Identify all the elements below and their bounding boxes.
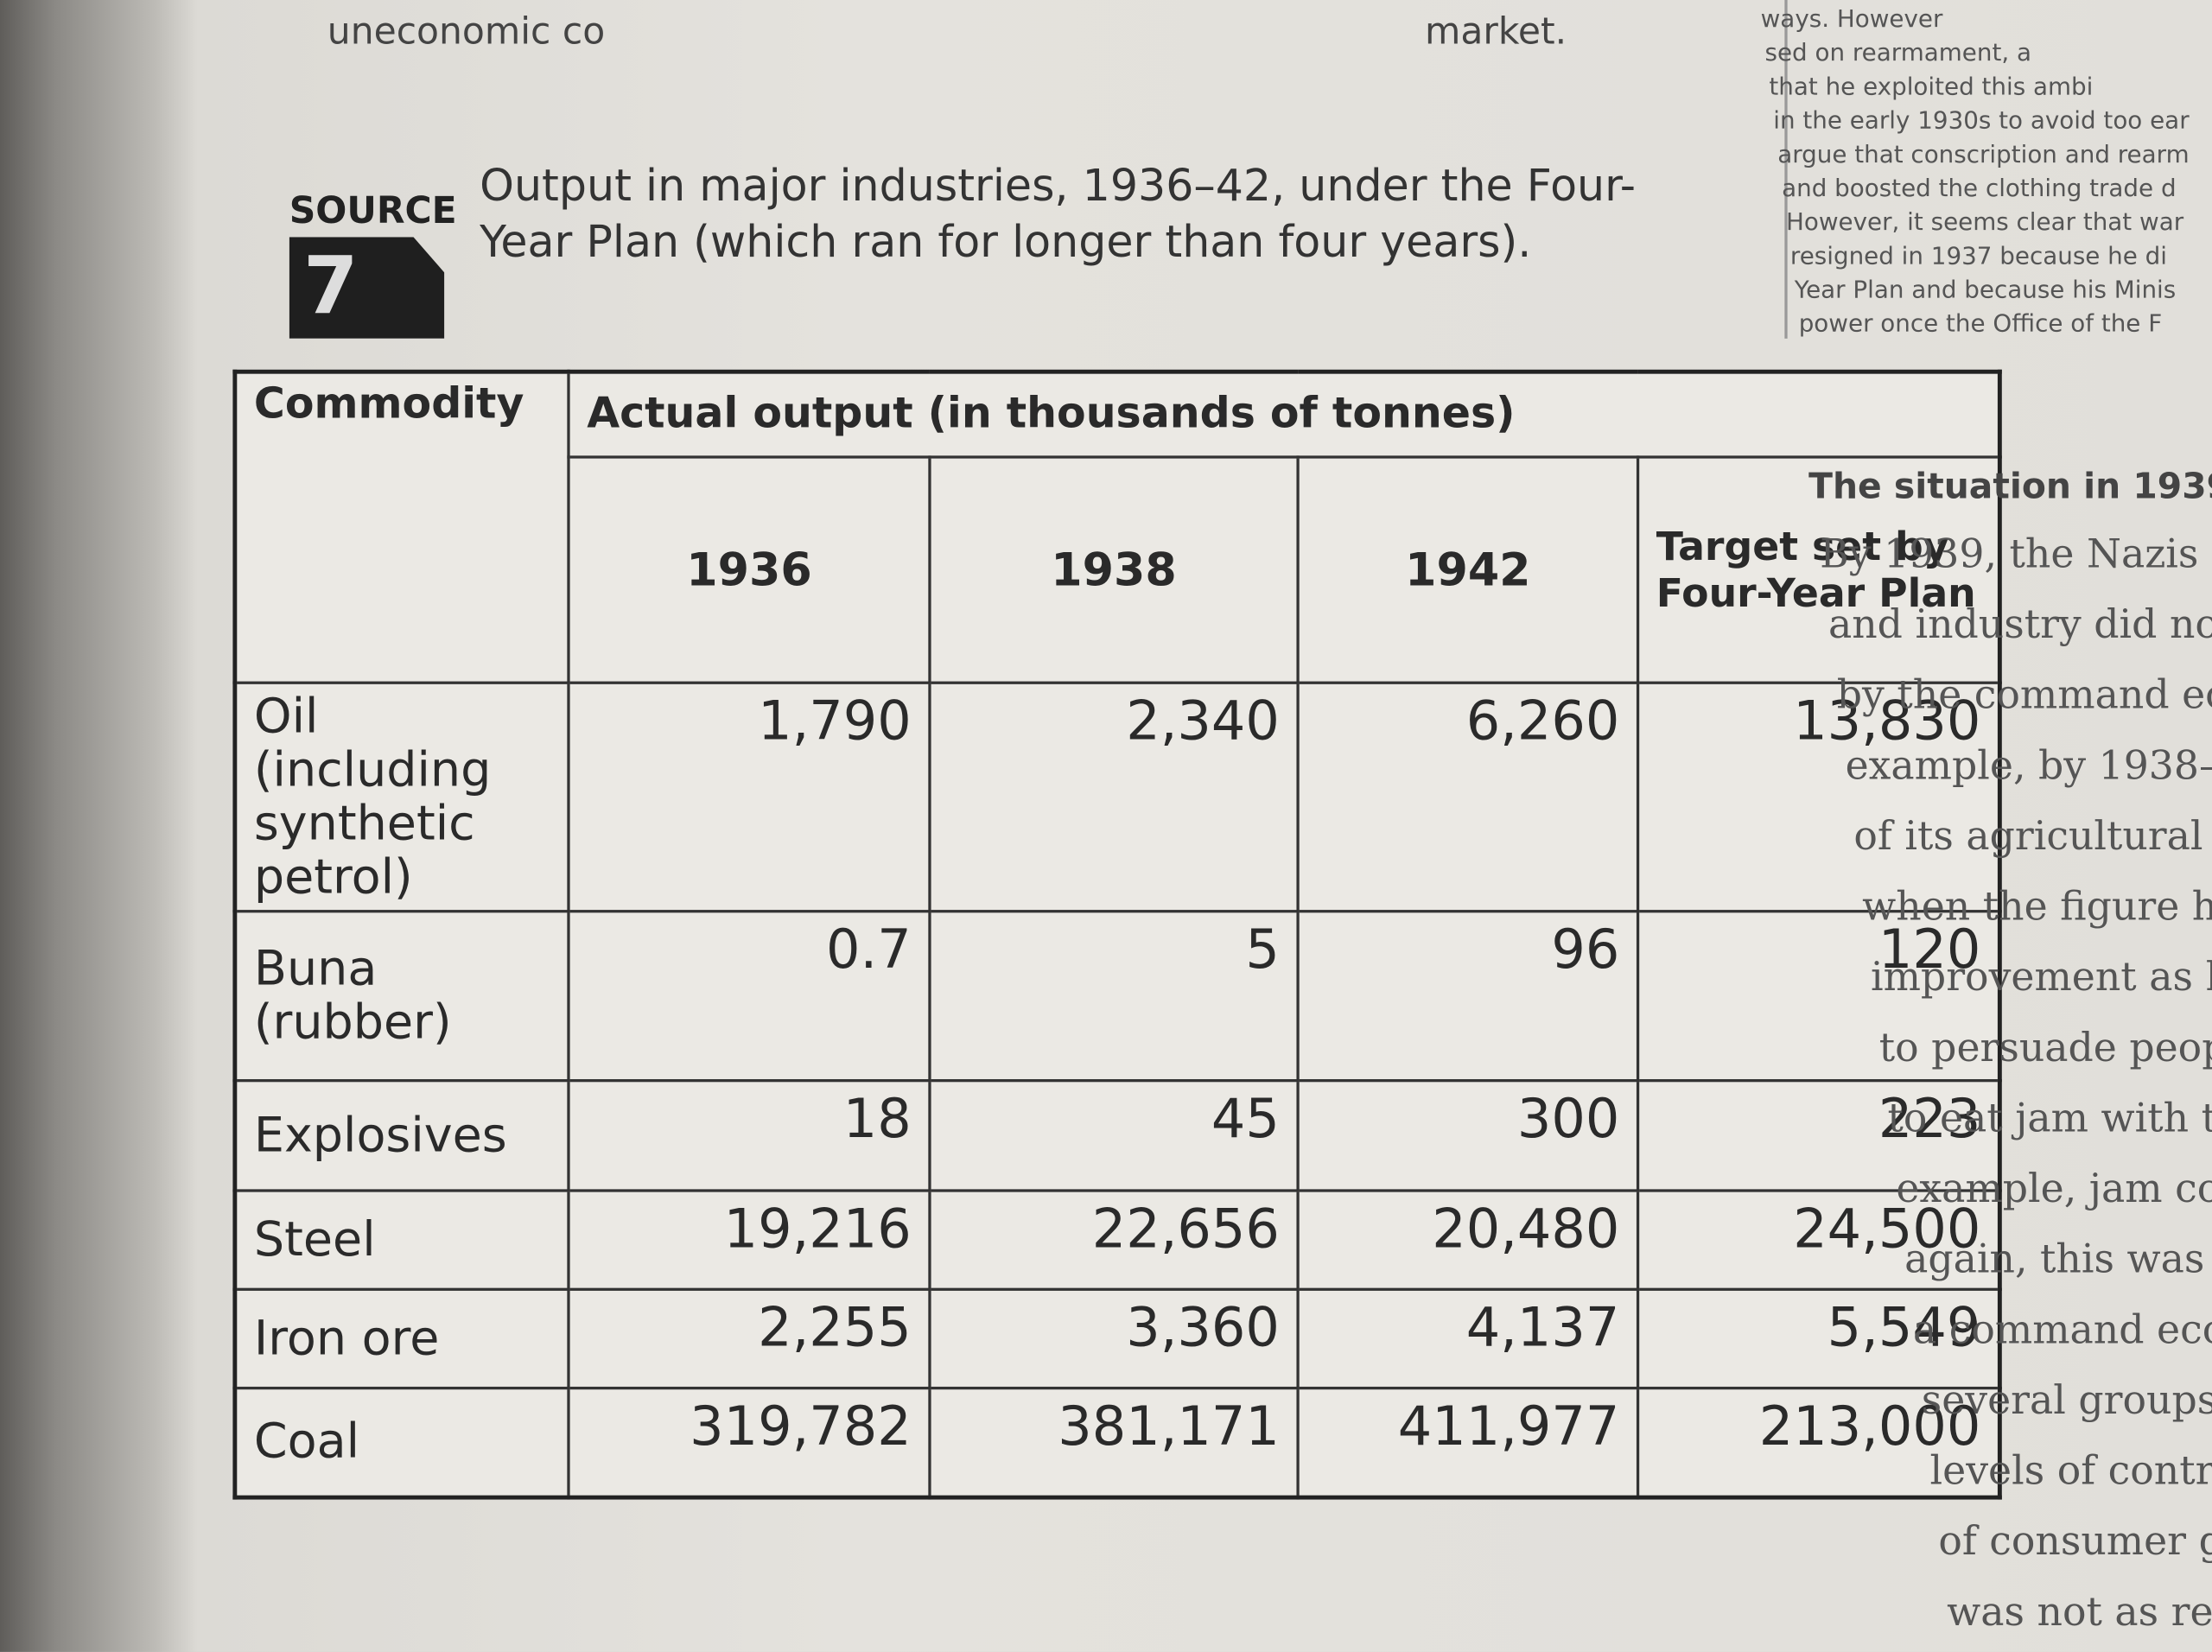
group-header: Actual output (in thousands of tonnes) (567, 370, 2001, 458)
value-cell: 2,255 (567, 1287, 931, 1389)
value-cell: 3,360 (928, 1287, 1300, 1389)
side-line: to persuade people t (1878, 1024, 2212, 1071)
side-column: By 1939, the Nazis had tig and industry d… (1820, 519, 2212, 1648)
value-cell: 13,830 (1636, 680, 2001, 912)
output-table: Commodity Actual output (in thousands of … (232, 369, 2002, 1500)
commodity-cell: Steel (233, 1188, 570, 1291)
header-row: Commodity Actual output (in thousands of … (233, 370, 2001, 684)
value-cell: 19,216 (567, 1188, 931, 1291)
value-cell: 20,480 (1296, 1188, 1640, 1291)
side-line: to eat jam with their (1887, 1094, 2212, 1141)
side-line: However, it seems clear that war (1785, 208, 2184, 238)
table-row: Explosives 18 45 300 223 (233, 1078, 2001, 1191)
value-cell: 300 (1296, 1078, 1640, 1191)
side-line: again, this was less (1904, 1236, 2212, 1283)
column-rule (1784, 0, 1788, 339)
header-cell: 1938 (928, 454, 1300, 684)
text-fragment: market. (1425, 11, 1567, 54)
side-line: resigned in 1937 because he di (1789, 242, 2168, 271)
side-line: By 1939, the Nazis had tig (1820, 530, 2212, 577)
side-line: and industry did not alwa (1827, 600, 2212, 648)
side-line: that he exploited this ambi (1769, 73, 2094, 102)
side-heading: The situation in 1939 (1808, 465, 2212, 507)
value-cell: 411,977 (1296, 1386, 1640, 1499)
value-cell: 213,000 (1636, 1386, 2001, 1499)
side-line: several groups th (1921, 1376, 2212, 1424)
side-line: example, jam cons (1896, 1165, 2212, 1212)
side-line: sed on rearmament, a (1764, 39, 2031, 68)
table-row: Iron ore 2,255 3,360 4,137 5,549 (233, 1287, 2001, 1389)
value-cell: 18 (567, 1078, 931, 1191)
value-cell: 1,790 (567, 680, 931, 912)
value-cell: 22,656 (928, 1188, 1300, 1291)
side-line: improvement as had (1870, 953, 2212, 1001)
source-number: 7 (289, 237, 445, 339)
side-line: by the command econor (1836, 671, 2212, 719)
table-row: Oil (including synthetic petrol) 1,790 2,3… (233, 680, 2001, 912)
table-row: Coal 319,782 381,171 411,977 213,000 (233, 1386, 2001, 1499)
value-cell: 4,137 (1296, 1287, 1640, 1389)
side-line: in the early 1930s to avoid too ear (1773, 107, 2190, 136)
value-cell: 319,782 (567, 1386, 931, 1499)
value-cell: 2,340 (928, 680, 1300, 912)
value-cell: 223 (1636, 1078, 2001, 1191)
commodity-cell: Iron ore (233, 1287, 570, 1389)
text-fragment: uneconomic co (327, 11, 606, 54)
value-cell: 96 (1296, 909, 1640, 1082)
side-line: was not as rea (1947, 1588, 2212, 1636)
header-cell: Commodity (233, 370, 570, 684)
side-column-top: ways. However sed on rearmament, a that he… (1761, 3, 2190, 341)
commodity-cell: Coal (233, 1386, 570, 1499)
side-line: argue that conscription and rearm (1777, 141, 2190, 169)
commodity-cell: Buna (rubber) (233, 909, 570, 1082)
value-cell: 381,171 (928, 1386, 1300, 1499)
year-row: 1936 1938 1942 Target set by Four-Year Plan (235, 454, 2001, 684)
value-cell: 5,549 (1636, 1287, 2001, 1389)
side-line: example, by 1938–39, G (1845, 741, 2212, 789)
side-line: when the figure had b (1862, 883, 2212, 930)
side-line: and boosted the clothing trade d (1782, 175, 2177, 204)
table-row: Steel 19,216 22,656 20,480 24,500 (233, 1188, 2001, 1291)
side-line: of consumer g (1938, 1517, 2212, 1565)
value-cell: 120 (1636, 909, 2001, 1082)
value-cell: 5 (928, 909, 1300, 1082)
side-line: Year Plan and because his Minis (1794, 276, 2177, 305)
source-caption: Output in major industries, 1936–42, und… (480, 161, 1636, 269)
commodity-cell: Explosives (233, 1078, 570, 1191)
header-cell: 1942 (1296, 454, 1640, 684)
header-cell: 1936 (567, 454, 931, 684)
value-cell: 6,260 (1296, 680, 1640, 912)
side-line: a command econ (1912, 1306, 2212, 1353)
source-label: SOURCE (289, 190, 457, 233)
side-line: ways. However (1760, 5, 1943, 35)
side-line: power once the Office of the F (1798, 310, 2163, 339)
header-cell: Target set by Four-Year Plan (1636, 454, 2001, 684)
value-cell: 0.7 (567, 909, 931, 1082)
side-line: of its agricultural needs (1853, 812, 2212, 860)
value-cell: 24,500 (1636, 1188, 2001, 1291)
value-cell: 45 (928, 1078, 1300, 1191)
side-line: levels of control (1929, 1447, 2212, 1495)
table-row: Buna (rubber) 0.7 5 96 120 (233, 909, 2001, 1082)
commodity-cell: Oil (including synthetic petrol) (233, 680, 570, 912)
